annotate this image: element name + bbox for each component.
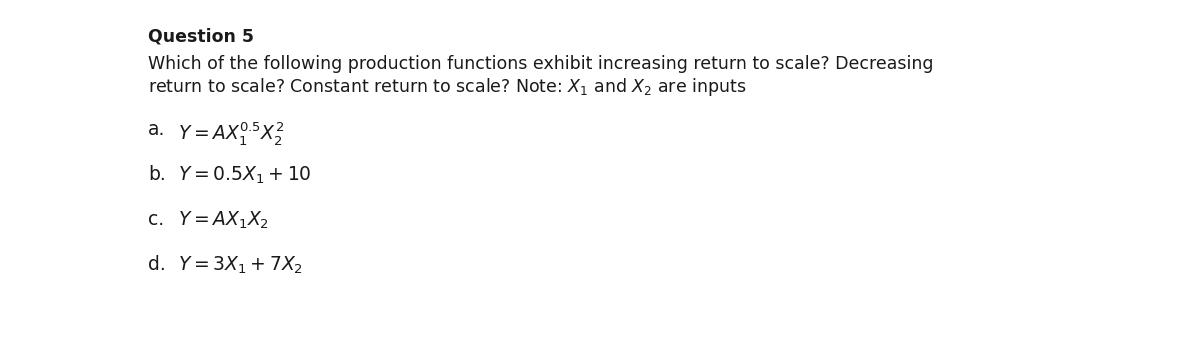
Text: a.: a. [148,120,166,139]
Text: c.: c. [148,210,164,229]
Text: d.: d. [148,255,166,274]
Text: $Y = 0.5X_1 + 10$: $Y = 0.5X_1 + 10$ [178,165,312,186]
Text: $Y = AX_1^{0.5}X_2^2$: $Y = AX_1^{0.5}X_2^2$ [178,120,284,147]
Text: Which of the following production functions exhibit increasing return to scale? : Which of the following production functi… [148,55,934,73]
Text: $Y = AX_1X_2$: $Y = AX_1X_2$ [178,210,269,231]
Text: $Y = 3X_1 + 7X_2$: $Y = 3X_1 + 7X_2$ [178,255,304,276]
Text: Question 5: Question 5 [148,28,254,46]
Text: return to scale? Constant return to scale? Note: $X_1$ and $X_2$ are inputs: return to scale? Constant return to scal… [148,76,746,98]
Text: b.: b. [148,165,166,184]
